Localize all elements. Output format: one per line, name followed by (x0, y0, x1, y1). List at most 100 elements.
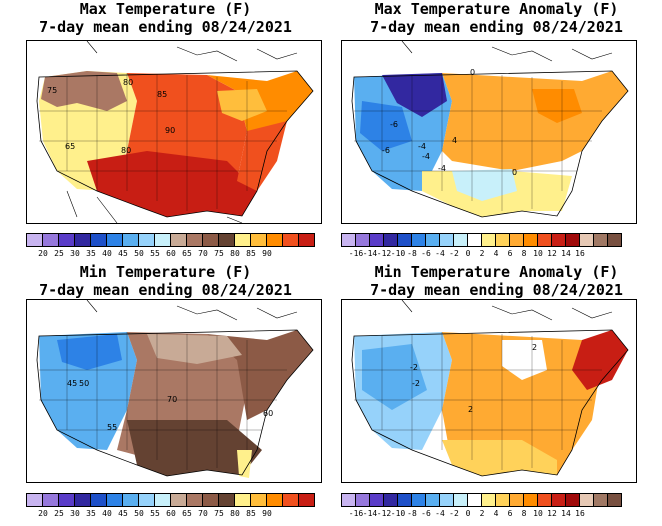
colorbar-swatch (593, 493, 607, 507)
panel-title-line1: Max Temperature (F) (79, 0, 252, 18)
panel-max-temp: Max Temperature (F) 7-day mean ending 08… (0, 0, 331, 263)
colorbar-swatch (202, 493, 218, 507)
us-land-great-lakes-hot (532, 89, 582, 123)
colorbar-swatch (467, 233, 481, 247)
colorbar (341, 233, 622, 247)
colorbar-label: 65 (182, 509, 192, 518)
colorbar-swatch (170, 493, 186, 507)
max-anom-map: -6 -6 -4 -4 0 0 -4 4 (351, 41, 629, 218)
colorbar-swatch (341, 493, 355, 507)
colorbar-label: 80 (230, 249, 240, 258)
state-borders (39, 73, 287, 211)
map-frame: -2 -2 2 2 (341, 299, 637, 483)
us-land-central-warm (442, 71, 628, 171)
colorbar-swatch (551, 233, 565, 247)
colorbar-label: -10 (390, 249, 406, 258)
us-land-south (87, 151, 257, 217)
colorbar-label: 2 (479, 509, 485, 518)
colorbar-label: 0 (465, 509, 471, 518)
colorbar-label: 80 (230, 509, 240, 518)
colorbar-swatch (579, 493, 593, 507)
contour-label: -6 (382, 146, 390, 155)
colorbar-swatch (74, 493, 90, 507)
colorbar-swatch (453, 233, 467, 247)
contour-label: -4 (418, 142, 426, 151)
colorbar-swatch (397, 233, 411, 247)
us-land-east (237, 121, 287, 191)
colorbar-swatch (74, 233, 90, 247)
colorbar-label: 12 (547, 509, 557, 518)
colorbar-swatch (383, 493, 397, 507)
colorbar-label: 12 (547, 249, 557, 258)
map-frame: 75 85 90 80 65 80 (26, 40, 322, 224)
colorbar-swatch (106, 233, 122, 247)
colorbar-swatch (282, 233, 298, 247)
colorbar-label: -6 (421, 249, 431, 258)
colorbar-swatch (495, 233, 509, 247)
colorbar-label: -16 (348, 509, 364, 518)
us-land-south-yellow (442, 440, 557, 476)
contour-label: -2 (410, 363, 418, 372)
colorbar-swatch (154, 493, 170, 507)
colorbar-label: -14 (362, 249, 378, 258)
panel-title-line2: 7-day mean ending 08/24/2021 (370, 18, 623, 36)
contour-label: -2 (412, 379, 420, 388)
colorbar-label: 30 (70, 509, 80, 518)
us-land-northwest-blue (362, 344, 427, 410)
panel-title-line1: Min Temperature Anomaly (F) (374, 263, 619, 281)
colorbar-swatch (369, 233, 383, 247)
colorbar-label: 35 (86, 249, 96, 258)
colorbar-swatch (565, 493, 579, 507)
colorbar-label: 14 (561, 509, 571, 518)
us-outline (351, 329, 629, 477)
colorbar-swatch (298, 233, 315, 247)
colorbar-swatch (138, 233, 154, 247)
colorbar-swatch (481, 233, 495, 247)
colorbar-label: 40 (102, 509, 112, 518)
us-land-northeast-hot (572, 330, 628, 390)
contour-label: 50 (79, 379, 89, 388)
colorbar-swatch (495, 493, 509, 507)
colorbar-swatch (122, 493, 138, 507)
colorbar-label: 90 (262, 249, 272, 258)
colorbar-swatch (234, 233, 250, 247)
colorbar-swatch (537, 493, 551, 507)
colorbar-label: 4 (493, 249, 499, 258)
colorbar-label: 6 (507, 249, 513, 258)
panel-min-temp: Min Temperature (F) 7-day mean ending 08… (0, 263, 331, 526)
colorbar-label: -8 (407, 509, 417, 518)
us-land-south-dark-brown (127, 420, 262, 476)
contour-label: -4 (422, 152, 430, 161)
contour-label: 4 (452, 136, 457, 145)
colorbar-swatch (170, 233, 186, 247)
contour-label: 70 (167, 395, 177, 404)
colorbar-swatch (341, 233, 355, 247)
colorbar-swatch (266, 493, 282, 507)
colorbar-label: 0 (465, 249, 471, 258)
colorbar-label: 55 (150, 249, 160, 258)
colorbar-swatch (509, 493, 523, 507)
min-temp-map: 45 50 70 55 60 (36, 300, 314, 478)
colorbar-label: 75 (214, 509, 224, 518)
contour-label: 85 (157, 90, 167, 99)
colorbar-label: 85 (246, 249, 256, 258)
colorbar-label: 65 (182, 249, 192, 258)
colorbar-label: -2 (449, 509, 459, 518)
panel-title-line2: 7-day mean ending 08/24/2021 (39, 281, 292, 299)
colorbar-swatch (26, 233, 42, 247)
colorbar-label: 50 (134, 249, 144, 258)
colorbar-label: 25 (54, 249, 64, 258)
colorbar-swatch (509, 233, 523, 247)
colorbar-label: 70 (198, 249, 208, 258)
colorbar-label: 14 (561, 249, 571, 258)
contour-label: 2 (532, 343, 537, 352)
colorbar-swatch (523, 493, 537, 507)
colorbar (26, 493, 315, 507)
contour-label: 80 (123, 78, 133, 87)
colorbar-swatch (607, 233, 622, 247)
us-land-northwest-blue (57, 334, 122, 370)
colorbar-label: -4 (435, 249, 445, 258)
colorbar-swatch (218, 493, 234, 507)
panel-max-anom: Max Temperature Anomaly (F) 7-day mean e… (331, 0, 662, 263)
colorbar-label: 75 (214, 249, 224, 258)
